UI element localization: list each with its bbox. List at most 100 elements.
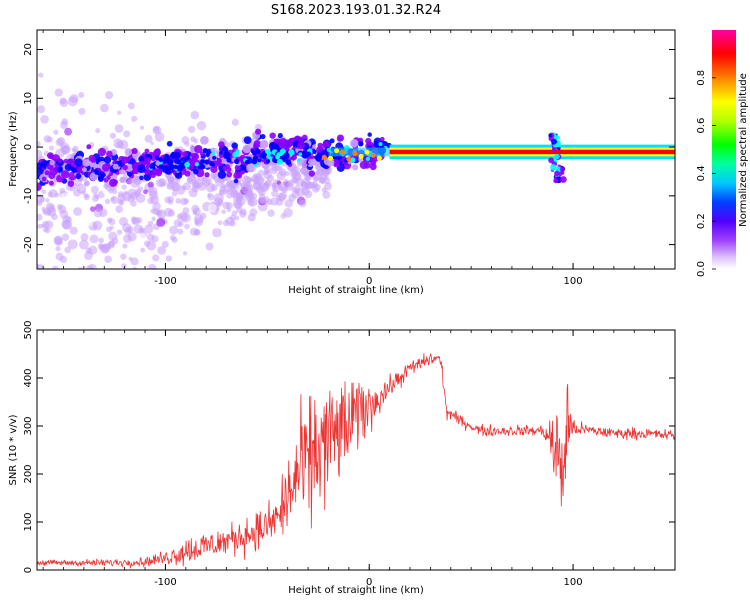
spectrogram-cell xyxy=(276,170,286,181)
spectrogram-cell xyxy=(277,192,286,202)
snr-y-axis-label: SNR (10 * v/v) xyxy=(8,414,19,485)
spectrogram-cell xyxy=(273,138,279,144)
spectrogram-cell xyxy=(41,176,47,182)
spectrogram-cell xyxy=(108,188,114,194)
spectrogram-cell xyxy=(236,194,244,202)
spectrogram-cell xyxy=(226,171,233,178)
spectrogram-cell xyxy=(127,102,135,110)
spectrogram-cell xyxy=(164,154,169,159)
spectrogram-cell xyxy=(76,165,84,173)
spectrogram-cell xyxy=(234,164,241,171)
spectrogram-cell xyxy=(168,164,175,170)
spectrogram-cell xyxy=(122,164,128,171)
spectrogram-cell xyxy=(223,153,228,158)
spectrogram-cell xyxy=(246,184,254,192)
spectrogram-cell xyxy=(63,158,69,164)
spectrogram-cell xyxy=(73,207,82,216)
spectrogram-cell xyxy=(53,129,59,135)
spectrogram-cell xyxy=(234,158,240,165)
spectrogram-cell xyxy=(171,181,181,192)
spectrogram-cell xyxy=(336,134,345,142)
spectrogram-cell xyxy=(256,149,261,155)
spectrogram-cell xyxy=(94,169,100,175)
spectrogram-cell xyxy=(84,251,93,260)
spectrogram-cell xyxy=(170,151,176,157)
spectrogram-cell xyxy=(69,94,79,104)
y-tick-label: 500 xyxy=(23,320,34,339)
spectrogram-cell xyxy=(109,140,115,145)
spectrogram-cell xyxy=(162,157,168,164)
spectrogram-cell xyxy=(149,164,154,169)
y-tick-label: -10 xyxy=(23,188,34,204)
spectrogram-cell xyxy=(167,176,175,184)
spectrogram-cell xyxy=(229,214,236,221)
spectrogram-cell xyxy=(64,127,73,136)
spectrogram-cell xyxy=(64,246,71,254)
spectrogram-cell xyxy=(358,153,364,159)
spectrogram-cell xyxy=(548,157,554,164)
spectrogram-cell xyxy=(108,231,118,241)
spectrogram-cell xyxy=(254,156,259,161)
spectrogram-cell xyxy=(139,125,145,130)
spectrogram-cell xyxy=(123,234,132,244)
spectrogram-cell xyxy=(171,190,178,197)
spectrogram-cell xyxy=(252,150,257,156)
spectrogram-cell xyxy=(550,164,557,171)
spectrogram-cell xyxy=(125,157,130,162)
spectrogram-cell xyxy=(205,182,216,193)
spectrogram-y-ticks: -20 -10 0 10 20 xyxy=(23,43,675,253)
spectrogram-cell xyxy=(124,148,133,156)
spectrogram-cell xyxy=(82,159,91,167)
spectrogram-cell xyxy=(217,170,227,179)
spectrogram-cell xyxy=(100,172,106,178)
spectrogram-cell xyxy=(75,173,82,180)
spectrogram-cell xyxy=(304,175,311,182)
spectrogram-cell xyxy=(243,136,252,145)
spectrogram-cell xyxy=(37,263,40,269)
spectrogram-cell xyxy=(222,219,230,227)
spectrogram-cell xyxy=(235,149,240,154)
spectrogram-cell xyxy=(61,118,68,125)
spectrogram-cell xyxy=(37,200,43,207)
spectrogram-cell xyxy=(121,184,127,190)
spectrogram-cell xyxy=(204,172,210,178)
spectrogram-cell xyxy=(321,187,327,193)
spectrogram-cell xyxy=(183,251,188,256)
spectrogram-cell xyxy=(89,206,96,212)
spectrogram-cell xyxy=(196,121,207,131)
spectrogram-cell xyxy=(181,136,190,145)
spectrogram-cell xyxy=(231,118,239,126)
spectrogram-cell xyxy=(190,110,200,120)
spectrogram-cell xyxy=(359,141,364,147)
spectrogram-cell xyxy=(176,164,184,172)
spectrogram-cell xyxy=(379,136,385,142)
spectrogram-cell xyxy=(219,190,225,197)
spectrogram-cell xyxy=(149,171,157,179)
spectrogram-cell xyxy=(182,182,191,191)
spectrogram-cell xyxy=(103,156,112,164)
spectrogram-x-ticks: -100 0 100 xyxy=(42,30,676,287)
spectrogram-cell xyxy=(57,158,63,163)
spectrogram-cell xyxy=(321,154,327,160)
spectrogram-cell xyxy=(39,196,45,203)
spectrogram-cell xyxy=(259,139,269,149)
spectrogram-cell xyxy=(312,149,317,154)
spectrogram-cell xyxy=(67,239,78,250)
spectrogram-cell xyxy=(177,100,188,110)
spectrogram-cell xyxy=(74,158,83,167)
spectrogram-cell xyxy=(207,203,217,213)
spectrogram-cell xyxy=(350,139,359,148)
spectrogram-cell xyxy=(116,140,124,149)
colorbar: 0.0 0.2 0.4 0.6 0.8 Normalized spectral ampl… xyxy=(696,30,749,277)
spectrogram-cell xyxy=(56,166,63,173)
spectrogram-cell xyxy=(266,174,275,182)
spectrogram-cell xyxy=(182,110,191,119)
colorbar-ticks: 0.0 0.2 0.4 0.6 0.8 xyxy=(696,70,716,277)
spectrogram-cell xyxy=(143,189,148,195)
spectrogram-cell xyxy=(144,224,154,234)
spectrogram-cell xyxy=(253,140,262,148)
spectrogram-cell xyxy=(255,128,262,135)
spectrogram-cell xyxy=(346,156,352,162)
spectrogram-cell xyxy=(123,130,131,138)
spectrogram-cell xyxy=(234,200,243,210)
